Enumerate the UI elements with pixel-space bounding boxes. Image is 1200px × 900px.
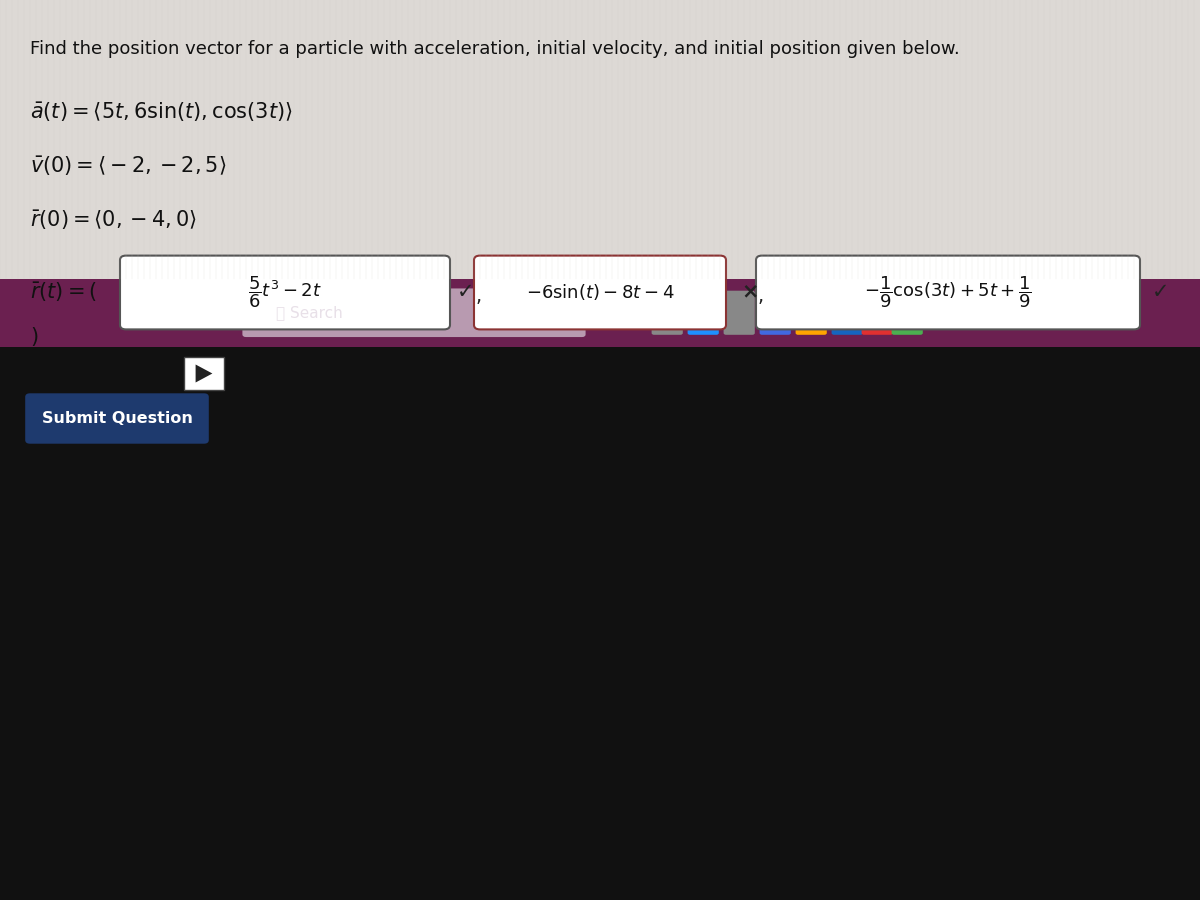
Text: Find the position vector for a particle with acceleration, initial velocity, and: Find the position vector for a particle … — [30, 40, 960, 58]
FancyBboxPatch shape — [832, 291, 863, 335]
FancyBboxPatch shape — [760, 291, 791, 335]
Text: ✓: ✓ — [457, 282, 474, 302]
Polygon shape — [196, 364, 212, 382]
Text: $-6\sin(t) - 8t - 4$: $-6\sin(t) - 8t - 4$ — [526, 283, 674, 302]
FancyBboxPatch shape — [796, 291, 827, 335]
FancyBboxPatch shape — [25, 393, 209, 444]
FancyBboxPatch shape — [688, 291, 719, 335]
FancyBboxPatch shape — [184, 357, 224, 390]
Text: 🔍 Search: 🔍 Search — [276, 305, 343, 320]
Text: ✓: ✓ — [1152, 282, 1169, 302]
Text: $\bar{v}(0) = \langle -2, -2, 5\rangle$: $\bar{v}(0) = \langle -2, -2, 5\rangle$ — [30, 155, 227, 178]
FancyBboxPatch shape — [892, 291, 923, 335]
Text: $\bar{r}(t) = ($: $\bar{r}(t) = ($ — [30, 281, 97, 304]
FancyBboxPatch shape — [474, 256, 726, 329]
FancyBboxPatch shape — [120, 256, 450, 329]
FancyBboxPatch shape — [211, 314, 224, 324]
FancyBboxPatch shape — [0, 279, 1200, 346]
FancyBboxPatch shape — [0, 0, 1200, 279]
Text: Video: Video — [232, 364, 281, 382]
Text: ): ) — [30, 328, 38, 347]
Text: ,: , — [475, 286, 481, 306]
Text: $\bar{r}(0) = \langle 0, -4, 0\rangle$: $\bar{r}(0) = \langle 0, -4, 0\rangle$ — [30, 209, 197, 232]
FancyBboxPatch shape — [211, 300, 224, 310]
Text: Question Help:: Question Help: — [30, 364, 160, 382]
Text: $-\dfrac{1}{9}\cos(3t) + 5t + \dfrac{1}{9}$: $-\dfrac{1}{9}\cos(3t) + 5t + \dfrac{1}{… — [864, 274, 1032, 310]
Text: $\dfrac{5}{6}t^3 - 2t$: $\dfrac{5}{6}t^3 - 2t$ — [248, 274, 322, 310]
FancyBboxPatch shape — [724, 291, 755, 335]
FancyBboxPatch shape — [862, 291, 893, 335]
Text: ,: , — [757, 286, 763, 306]
Text: $\bar{a}(t) = \langle 5t, 6\sin(t), \cos(3t)\rangle$: $\bar{a}(t) = \langle 5t, 6\sin(t), \cos… — [30, 101, 293, 124]
Text: ×: × — [742, 282, 758, 302]
FancyBboxPatch shape — [242, 288, 586, 338]
FancyBboxPatch shape — [652, 291, 683, 335]
FancyBboxPatch shape — [196, 300, 209, 310]
FancyBboxPatch shape — [196, 314, 209, 324]
FancyBboxPatch shape — [756, 256, 1140, 329]
Text: Submit Question: Submit Question — [42, 411, 192, 426]
